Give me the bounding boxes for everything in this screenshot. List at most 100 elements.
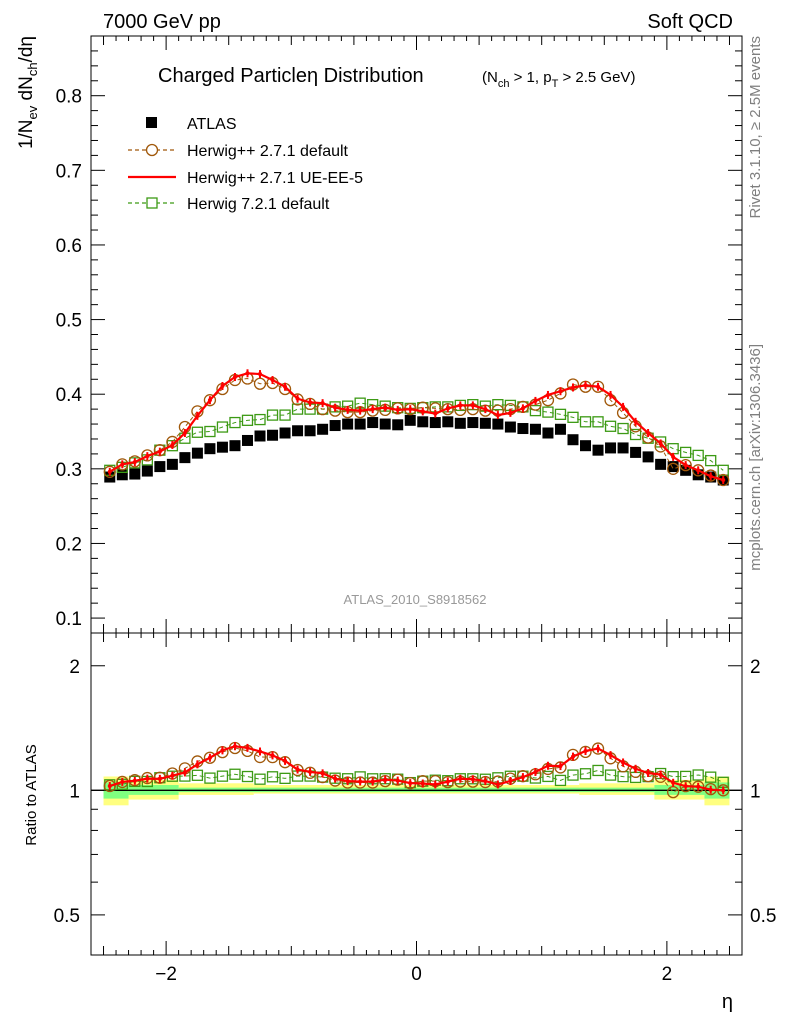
point-herwigpp-default — [341, 776, 354, 789]
main-y-tick-label: 0.2 — [56, 534, 82, 555]
point-atlas — [605, 442, 617, 454]
point-herwigpp-ueee5 — [132, 460, 137, 465]
point-herwigpp-ueee5 — [258, 749, 263, 754]
point-atlas — [542, 427, 554, 439]
point-herwigpp-ueee5 — [182, 770, 187, 775]
point-herwigpp-ueee5 — [232, 744, 237, 749]
ratio-y-tick-label: 2 — [69, 657, 80, 678]
point-herwigpp-ueee5 — [570, 385, 575, 390]
point-herwigpp-ueee5 — [621, 404, 626, 409]
point-herwigpp-ueee5 — [583, 383, 588, 388]
point-herwig7 — [692, 769, 704, 781]
mcplots-label: mcplots.cern.ch [arXiv:1306.3436] — [747, 344, 764, 571]
point-herwig7 — [579, 416, 592, 428]
point-herwig7 — [229, 768, 241, 780]
point-herwigpp-ueee5 — [445, 406, 450, 411]
main-y-axis-label: 1/Nev dNch/dη — [16, 36, 40, 149]
point-herwigpp-default — [679, 458, 692, 472]
point-herwigpp-ueee5 — [646, 770, 651, 775]
point-herwigpp-default — [103, 465, 116, 478]
point-herwigpp-ueee5 — [621, 760, 626, 765]
point-atlas — [567, 434, 579, 446]
point-herwig7 — [680, 446, 692, 459]
point-atlas — [667, 461, 679, 473]
point-atlas — [479, 417, 491, 429]
point-herwigpp-ueee5 — [633, 766, 638, 771]
point-herwigpp-ueee5 — [721, 788, 726, 793]
point-herwigpp-ueee5 — [145, 454, 150, 459]
point-herwigpp-ueee5 — [333, 405, 338, 410]
point-herwigpp-ueee5 — [545, 763, 550, 768]
point-atlas — [267, 429, 279, 441]
point-herwigpp-ueee5 — [132, 778, 137, 783]
ratio-y-tick-label: 0.5 — [54, 906, 80, 927]
point-atlas — [630, 446, 642, 458]
point-herwigpp-ueee5 — [370, 407, 375, 412]
point-herwigpp-ueee5 — [458, 776, 463, 781]
point-herwigpp-ueee5 — [345, 779, 350, 784]
legend-item-herwigpp-default: Herwig++ 2.7.1 default — [128, 143, 349, 160]
chart-title: Charged Particleη Distribution — [158, 65, 424, 87]
point-herwigpp-ueee5 — [170, 442, 175, 447]
point-herwigpp-ueee5 — [345, 407, 350, 412]
point-atlas — [179, 452, 191, 464]
point-herwig7 — [204, 772, 216, 784]
point-atlas — [154, 461, 166, 473]
point-herwigpp-ueee5 — [483, 779, 488, 784]
point-herwigpp-default — [128, 455, 141, 468]
point-herwigpp-ueee5 — [570, 754, 575, 759]
point-herwigpp-ueee5 — [283, 384, 288, 389]
point-herwigpp-ueee5 — [170, 773, 175, 778]
point-herwigpp-ueee5 — [495, 782, 500, 787]
point-herwigpp-ueee5 — [333, 776, 338, 781]
point-herwig7 — [216, 770, 229, 782]
series-line-herwigpp-ueee5 — [109, 745, 724, 792]
legend-label-herwigpp-ueee5: Herwig++ 2.7.1 UE-EE-5 — [187, 170, 363, 187]
point-herwigpp-default — [278, 756, 292, 769]
point-herwigpp-ueee5 — [671, 454, 676, 459]
point-herwigpp-ueee5 — [696, 468, 701, 473]
point-herwigpp-ueee5 — [395, 778, 400, 783]
ratio-y-tick-label-right: 1 — [750, 781, 761, 802]
point-herwigpp-ueee5 — [283, 758, 288, 763]
point-herwigpp-ueee5 — [107, 784, 112, 789]
point-herwigpp-ueee5 — [470, 403, 475, 408]
point-herwig7 — [216, 421, 229, 433]
legend: ATLAS Herwig++ 2.7.1 default Herwig++ 2.… — [128, 116, 363, 213]
point-herwigpp-ueee5 — [633, 419, 638, 424]
point-herwig7 — [291, 403, 304, 415]
point-herwigpp-ueee5 — [433, 411, 438, 416]
point-herwigpp-ueee5 — [558, 389, 563, 394]
point-herwigpp-ueee5 — [596, 384, 601, 389]
point-herwig7 — [204, 425, 216, 438]
point-herwigpp-ueee5 — [508, 778, 513, 783]
point-herwig7 — [241, 414, 254, 426]
point-herwigpp-ueee5 — [495, 413, 500, 418]
point-atlas — [467, 417, 479, 429]
point-herwigpp-ueee5 — [370, 779, 375, 784]
point-herwig7 — [279, 409, 291, 421]
point-herwigpp-ueee5 — [408, 407, 413, 412]
point-herwigpp-ueee5 — [508, 410, 513, 415]
point-herwigpp-default — [692, 464, 705, 477]
point-herwigpp-ueee5 — [270, 378, 275, 383]
point-herwigpp-ueee5 — [308, 400, 313, 405]
point-herwigpp-ueee5 — [533, 398, 538, 403]
point-atlas — [580, 440, 592, 452]
point-atlas — [429, 417, 441, 429]
axes: −2 0 2 0.1 0.2 0.3 0.4 0.5 0.6 0.7 0.8 0.5 0.5 1 1 2 2 — [54, 35, 776, 985]
point-atlas — [517, 423, 529, 435]
point-herwig7 — [604, 420, 617, 432]
point-herwigpp-ueee5 — [145, 776, 150, 781]
point-atlas — [404, 414, 416, 426]
point-herwigpp-ueee5 — [320, 771, 325, 776]
point-herwig7 — [542, 406, 554, 418]
point-herwigpp-default — [579, 745, 592, 759]
point-herwigpp-default — [153, 444, 167, 457]
point-herwigpp-ueee5 — [395, 407, 400, 412]
point-herwigpp-ueee5 — [207, 398, 212, 403]
point-herwig7 — [604, 769, 617, 781]
point-herwigpp-ueee5 — [646, 431, 651, 436]
point-herwigpp-ueee5 — [245, 371, 250, 376]
ratio-plot-series — [103, 741, 730, 799]
